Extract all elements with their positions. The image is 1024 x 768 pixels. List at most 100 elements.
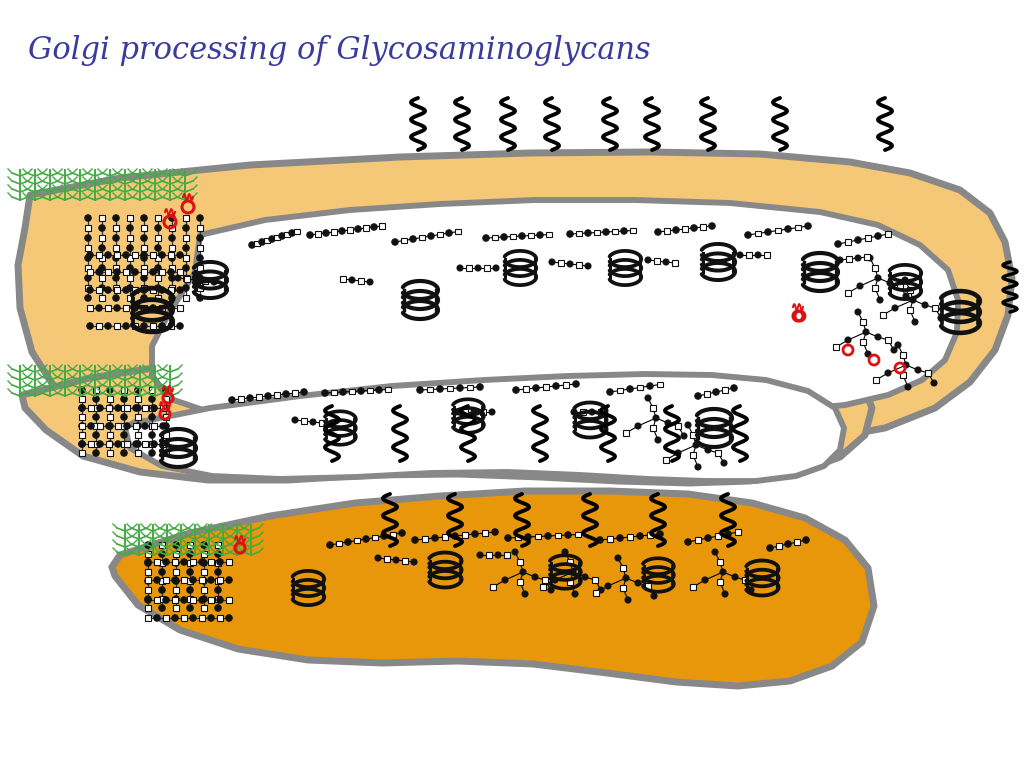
Polygon shape <box>152 200 958 412</box>
Bar <box>150 423 155 429</box>
Bar <box>664 457 669 462</box>
Circle shape <box>201 596 207 602</box>
Bar <box>462 532 468 538</box>
Circle shape <box>765 229 771 235</box>
Circle shape <box>113 215 119 221</box>
Bar <box>135 414 141 420</box>
Bar <box>775 227 781 233</box>
Circle shape <box>855 237 861 243</box>
Circle shape <box>307 232 313 238</box>
Bar <box>160 441 166 447</box>
Bar <box>466 265 472 270</box>
Bar <box>113 245 119 251</box>
Circle shape <box>104 252 112 258</box>
Bar <box>340 276 346 282</box>
Circle shape <box>713 389 719 396</box>
Circle shape <box>895 342 901 348</box>
Circle shape <box>605 583 611 589</box>
Circle shape <box>87 323 93 329</box>
Circle shape <box>163 423 169 429</box>
Circle shape <box>371 223 377 230</box>
Circle shape <box>645 395 651 401</box>
Circle shape <box>228 397 236 403</box>
Bar <box>860 319 865 325</box>
Circle shape <box>141 215 147 221</box>
Circle shape <box>186 551 194 558</box>
Bar <box>881 313 886 318</box>
Bar <box>746 253 752 258</box>
Bar <box>183 215 188 221</box>
Circle shape <box>177 323 183 329</box>
Bar <box>88 441 94 447</box>
Bar <box>665 228 670 234</box>
Bar <box>145 587 151 593</box>
Bar <box>121 423 127 429</box>
Bar <box>142 441 147 447</box>
Circle shape <box>175 275 181 281</box>
Bar <box>467 385 473 390</box>
Bar <box>776 543 782 549</box>
Circle shape <box>755 252 761 258</box>
Circle shape <box>141 323 147 329</box>
Bar <box>647 532 653 538</box>
Bar <box>168 252 174 258</box>
Circle shape <box>265 392 271 399</box>
Bar <box>301 419 307 424</box>
Bar <box>163 615 169 621</box>
Circle shape <box>173 560 179 566</box>
Bar <box>447 386 453 392</box>
Bar <box>197 245 203 251</box>
Circle shape <box>625 597 631 603</box>
Circle shape <box>857 283 863 289</box>
Bar <box>201 605 207 611</box>
Circle shape <box>208 615 214 621</box>
Circle shape <box>132 305 138 311</box>
Bar <box>274 234 280 240</box>
Circle shape <box>874 275 881 281</box>
Circle shape <box>354 226 361 232</box>
Circle shape <box>887 280 893 286</box>
Bar <box>145 551 151 557</box>
Circle shape <box>532 385 540 391</box>
Circle shape <box>721 460 727 466</box>
Circle shape <box>199 597 205 603</box>
Circle shape <box>87 286 93 293</box>
Circle shape <box>215 569 221 575</box>
Bar <box>135 396 141 402</box>
Circle shape <box>141 252 147 258</box>
Bar <box>155 255 161 261</box>
Bar <box>187 596 193 602</box>
Bar <box>482 530 487 536</box>
Circle shape <box>505 535 511 541</box>
Bar <box>331 389 337 396</box>
Circle shape <box>93 450 99 456</box>
Bar <box>907 287 912 293</box>
Circle shape <box>623 575 629 581</box>
Circle shape <box>283 391 289 397</box>
Circle shape <box>837 257 843 263</box>
Bar <box>528 233 534 238</box>
Circle shape <box>376 387 382 393</box>
Circle shape <box>98 265 105 271</box>
Circle shape <box>113 275 119 281</box>
Circle shape <box>340 389 346 396</box>
Circle shape <box>151 405 158 411</box>
Circle shape <box>113 295 119 301</box>
Bar <box>85 245 91 251</box>
Circle shape <box>654 229 662 235</box>
Bar <box>96 323 101 329</box>
Circle shape <box>381 533 387 539</box>
Circle shape <box>123 286 129 293</box>
Circle shape <box>675 450 681 456</box>
Bar <box>160 406 166 411</box>
Circle shape <box>211 279 217 285</box>
Circle shape <box>208 577 214 583</box>
Circle shape <box>98 285 105 291</box>
Bar <box>85 225 91 231</box>
Circle shape <box>183 285 189 291</box>
Circle shape <box>874 233 882 239</box>
Circle shape <box>805 223 811 229</box>
Circle shape <box>155 265 161 271</box>
Circle shape <box>106 405 114 411</box>
Circle shape <box>892 305 898 311</box>
